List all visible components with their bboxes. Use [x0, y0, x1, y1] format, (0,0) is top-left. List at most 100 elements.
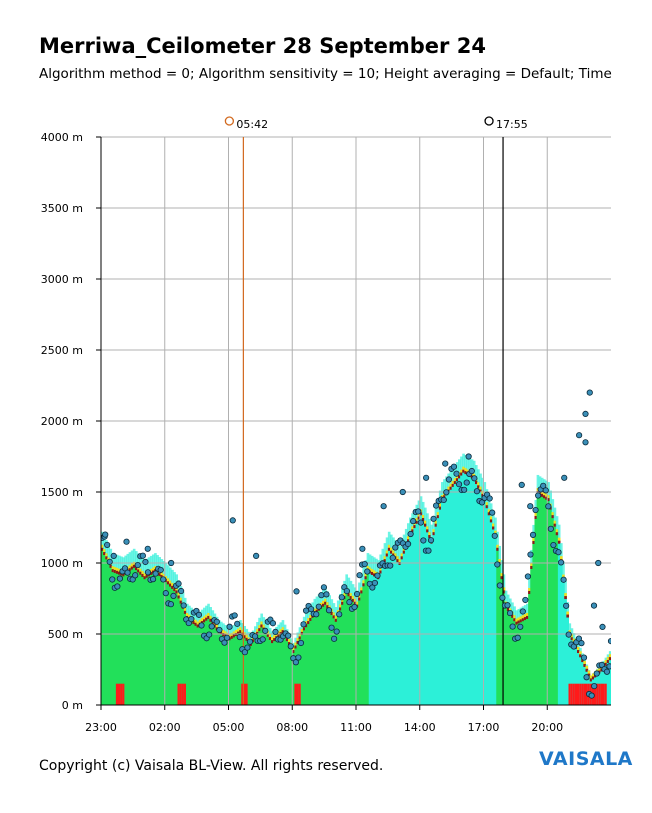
backscatter-band [230, 632, 234, 638]
mlh-point [478, 499, 486, 506]
backscatter-band [566, 614, 569, 618]
backscatter-band [194, 619, 198, 625]
backscatter-band [285, 638, 289, 642]
y-tick-label: 1000 m [41, 557, 83, 570]
backscatter-band [205, 614, 208, 620]
backscatter-band [481, 493, 484, 497]
backscatter-column [226, 636, 229, 705]
backscatter-band [158, 573, 161, 577]
backscatter-column [377, 577, 380, 705]
backscatter-column [517, 621, 521, 705]
mlh-point [527, 551, 534, 558]
backscatter-edge [496, 531, 499, 549]
backscatter-band [307, 621, 310, 625]
backscatter-column [209, 619, 212, 705]
backscatter-column [164, 580, 168, 705]
mlh-point [433, 502, 440, 509]
backscatter-band [292, 650, 295, 654]
backscatter-edge [479, 473, 482, 491]
backscatter-edge [364, 560, 368, 578]
backscatter-band [241, 629, 244, 635]
backscatter-band [577, 650, 580, 654]
backscatter-band [245, 637, 249, 641]
backscatter-column [285, 639, 289, 705]
backscatter-edge [339, 593, 342, 609]
backscatter-column [313, 612, 317, 705]
backscatter-column [292, 651, 295, 705]
backscatter-edge [432, 516, 436, 534]
backscatter-column [322, 604, 325, 705]
backscatter-band [424, 523, 427, 527]
backscatter-band [432, 529, 436, 535]
backscatter-edge [562, 561, 565, 579]
backscatter-band [519, 616, 523, 622]
sunrise-label: 05:42 [236, 118, 268, 131]
backscatter-column [330, 612, 334, 705]
residual-point [380, 503, 387, 510]
mlh-point [453, 470, 460, 477]
backscatter-band [585, 665, 589, 671]
backscatter-edge [230, 626, 234, 637]
backscatter-edge [203, 607, 206, 621]
backscatter-band [364, 573, 368, 579]
backscatter-band [523, 614, 527, 620]
y-tick-label: 1500 m [41, 486, 83, 499]
backscatter-column [118, 572, 121, 705]
backscatter-edge [390, 534, 393, 552]
backscatter-edge [347, 577, 351, 595]
backscatter-band [589, 678, 593, 682]
backscatter-band [475, 481, 478, 485]
backscatter-column [251, 640, 255, 705]
sunset-icon [484, 116, 494, 126]
backscatter-band [122, 573, 125, 577]
residual-point [144, 545, 151, 552]
backscatter-edge [147, 557, 151, 575]
backscatter-edge [177, 580, 181, 597]
mlh-point [300, 621, 307, 628]
backscatter-band [604, 662, 608, 666]
backscatter-edge [211, 610, 215, 623]
backscatter-band [128, 568, 132, 572]
backscatter-band [523, 617, 527, 621]
backscatter-band [453, 481, 457, 485]
backscatter-column [358, 598, 361, 705]
backscatter-band [449, 483, 453, 489]
backscatter-band [266, 630, 270, 636]
backscatter-column [234, 634, 238, 705]
backscatter-band [315, 606, 319, 612]
backscatter-band [143, 576, 147, 580]
backscatter-column [273, 639, 276, 705]
backscatter-column [506, 609, 510, 705]
backscatter-edge [351, 584, 355, 600]
backscatter-band [598, 670, 601, 674]
mlh-point [109, 576, 116, 583]
backscatter-band [173, 588, 176, 592]
backscatter-band [232, 634, 236, 638]
mlh-point [555, 549, 562, 556]
backscatter-band [517, 617, 521, 623]
backscatter-edge [239, 620, 242, 632]
backscatter-band [421, 517, 425, 521]
backscatter-band [460, 472, 463, 476]
backscatter-band [477, 482, 480, 488]
backscatter-band [557, 540, 561, 544]
residual-point [576, 432, 583, 439]
backscatter-band [132, 561, 136, 567]
mlh-point [410, 518, 417, 525]
backscatter-band [200, 618, 204, 624]
backscatter-band [288, 639, 291, 645]
backscatter-band [315, 609, 319, 613]
backscatter-column [458, 476, 461, 705]
backscatter-column [441, 499, 444, 705]
backscatter-strong [241, 683, 244, 705]
backscatter-band [411, 529, 414, 533]
backscatter-column [481, 494, 484, 705]
backscatter-column [449, 487, 453, 705]
backscatter-band [400, 553, 404, 559]
mlh-point [364, 568, 371, 575]
backscatter-band [555, 529, 559, 535]
sun-markers: 05:42 17:55 [224, 116, 528, 705]
backscatter-column [519, 620, 523, 705]
backscatter-band [175, 590, 178, 594]
residual-point [359, 545, 366, 552]
